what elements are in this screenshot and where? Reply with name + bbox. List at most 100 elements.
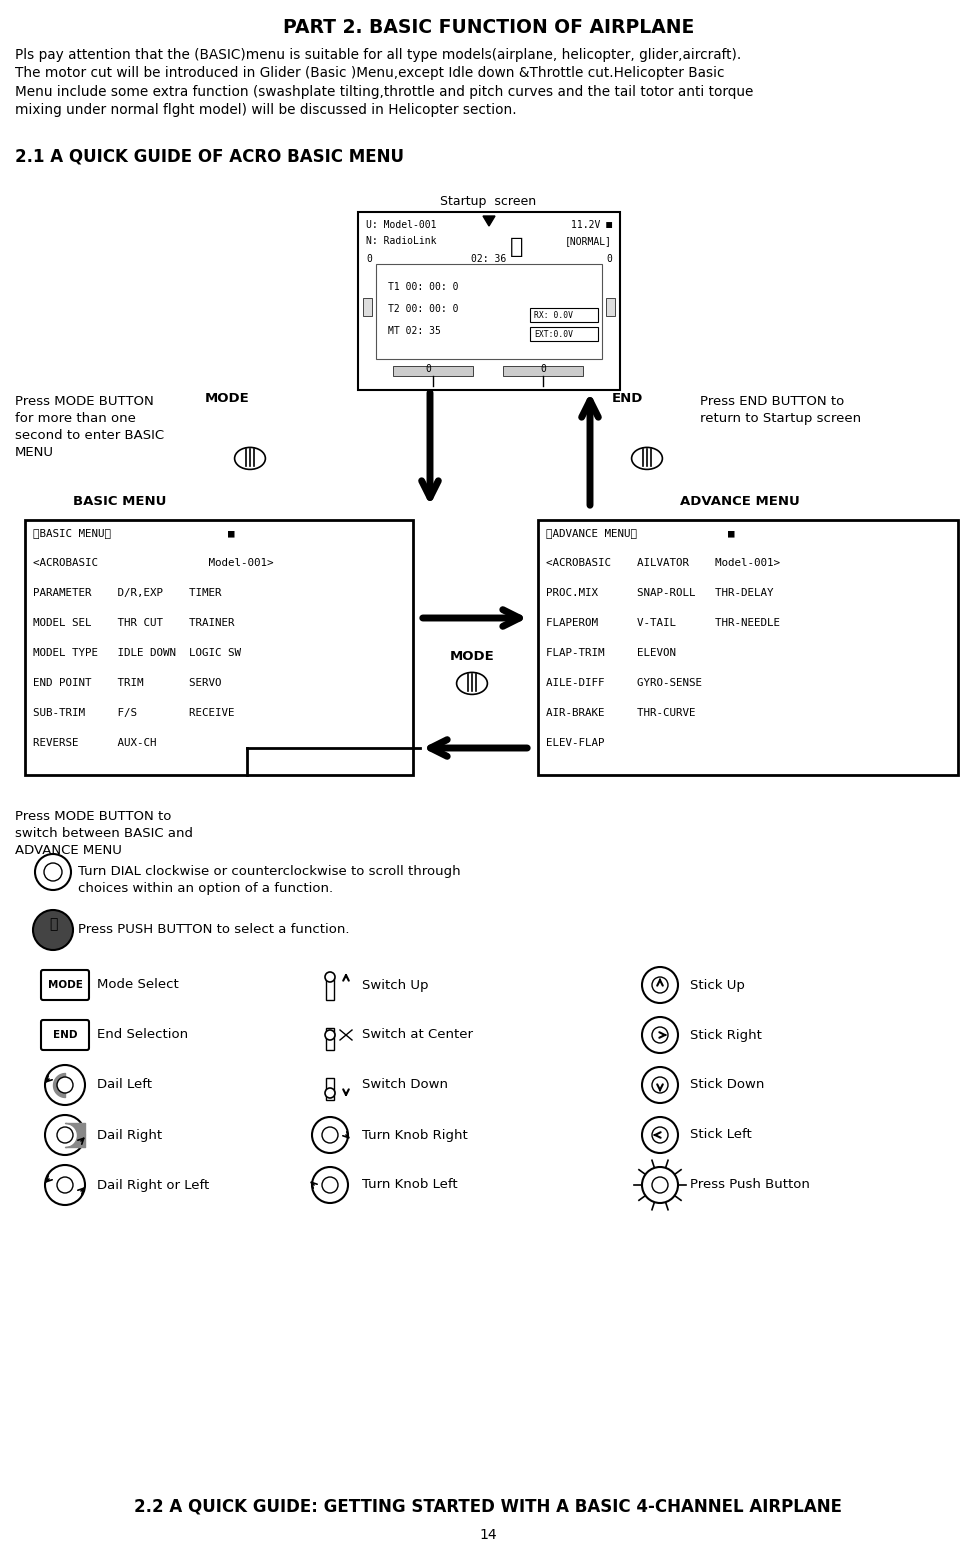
Bar bbox=[530, 308, 598, 322]
Text: <ACROBASIC    AILVATOR    Model-001>: <ACROBASIC AILVATOR Model-001> bbox=[546, 558, 780, 568]
Text: Turn DIAL clockwise or counterclockwise to scroll through
choices within an opti: Turn DIAL clockwise or counterclockwise … bbox=[78, 865, 460, 896]
Text: RX: 0.0V: RX: 0.0V bbox=[534, 311, 573, 320]
Text: MODE: MODE bbox=[48, 979, 82, 990]
Text: REVERSE      AUX-CH: REVERSE AUX-CH bbox=[33, 738, 156, 749]
Bar bbox=[530, 326, 598, 340]
Text: Stick Up: Stick Up bbox=[690, 979, 744, 992]
Bar bbox=[503, 367, 583, 376]
FancyBboxPatch shape bbox=[41, 970, 89, 999]
Text: BASIC MENU: BASIC MENU bbox=[73, 495, 167, 507]
Circle shape bbox=[652, 1077, 668, 1094]
Bar bbox=[376, 265, 602, 359]
Text: Press END BUTTON to
return to Startup screen: Press END BUTTON to return to Startup sc… bbox=[700, 394, 861, 425]
Text: 0: 0 bbox=[606, 254, 612, 265]
Circle shape bbox=[322, 1128, 338, 1143]
Circle shape bbox=[44, 863, 62, 880]
Text: <ACROBASIC                 Model-001>: <ACROBASIC Model-001> bbox=[33, 558, 274, 568]
Circle shape bbox=[652, 1027, 668, 1043]
Text: Switch Up: Switch Up bbox=[362, 979, 429, 992]
Ellipse shape bbox=[234, 447, 266, 469]
Text: 2.2 A QUICK GUIDE: GETTING STARTED WITH A BASIC 4-CHANNEL AIRPLANE: 2.2 A QUICK GUIDE: GETTING STARTED WITH … bbox=[135, 1497, 842, 1516]
Text: 🚁: 🚁 bbox=[510, 237, 524, 257]
Circle shape bbox=[45, 1115, 85, 1156]
Text: 14: 14 bbox=[480, 1528, 497, 1542]
Text: END: END bbox=[612, 391, 644, 404]
Text: U: Model-001: U: Model-001 bbox=[366, 220, 437, 231]
Text: 0: 0 bbox=[425, 364, 431, 374]
Circle shape bbox=[642, 1117, 678, 1153]
Text: [NORMAL]: [NORMAL] bbox=[565, 237, 612, 246]
Text: FLAPEROM      V-TAIL      THR-NEEDLE: FLAPEROM V-TAIL THR-NEEDLE bbox=[546, 617, 780, 628]
Circle shape bbox=[642, 1016, 678, 1054]
Bar bbox=[393, 367, 473, 376]
Text: END POINT    TRIM       SERVO: END POINT TRIM SERVO bbox=[33, 678, 222, 688]
Text: Mode Select: Mode Select bbox=[97, 979, 179, 992]
Text: 👆: 👆 bbox=[49, 917, 58, 931]
Bar bbox=[25, 520, 413, 775]
Circle shape bbox=[33, 910, 73, 950]
Circle shape bbox=[652, 978, 668, 993]
Circle shape bbox=[325, 1088, 335, 1098]
Text: T1 00: 00: 0: T1 00: 00: 0 bbox=[388, 282, 458, 292]
Text: Dail Left: Dail Left bbox=[97, 1078, 152, 1092]
Text: SUB-TRIM     F/S        RECEIVE: SUB-TRIM F/S RECEIVE bbox=[33, 709, 234, 718]
Circle shape bbox=[312, 1166, 348, 1204]
Bar bbox=[538, 520, 958, 775]
Bar bbox=[363, 299, 372, 316]
Text: Dail Right: Dail Right bbox=[97, 1128, 162, 1142]
Text: End Selection: End Selection bbox=[97, 1029, 189, 1041]
Circle shape bbox=[57, 1177, 73, 1193]
Text: Turn Knob Left: Turn Knob Left bbox=[362, 1179, 457, 1191]
Circle shape bbox=[45, 1064, 85, 1105]
Polygon shape bbox=[483, 217, 495, 226]
Text: Startup  screen: Startup screen bbox=[440, 195, 536, 207]
Text: PROC.MIX      SNAP-ROLL   THR-DELAY: PROC.MIX SNAP-ROLL THR-DELAY bbox=[546, 588, 774, 599]
Circle shape bbox=[642, 1067, 678, 1103]
Text: 11.2V ■: 11.2V ■ bbox=[571, 220, 612, 231]
Text: Press PUSH BUTTON to select a function.: Press PUSH BUTTON to select a function. bbox=[78, 924, 350, 936]
Text: AIR-BRAKE     THR-CURVE: AIR-BRAKE THR-CURVE bbox=[546, 709, 696, 718]
Text: MT 02: 35: MT 02: 35 bbox=[388, 326, 441, 336]
Text: 2.1 A QUICK GUIDE OF ACRO BASIC MENU: 2.1 A QUICK GUIDE OF ACRO BASIC MENU bbox=[15, 149, 404, 166]
Text: Switch Down: Switch Down bbox=[362, 1078, 448, 1092]
Text: Press MODE BUTTON
for more than one
second to enter BASIC
MENU: Press MODE BUTTON for more than one seco… bbox=[15, 394, 164, 459]
Text: 0: 0 bbox=[366, 254, 372, 265]
Circle shape bbox=[45, 1165, 85, 1205]
Text: END: END bbox=[53, 1030, 77, 1040]
Text: EXT:0.0V: EXT:0.0V bbox=[534, 330, 573, 339]
Text: ELEV-FLAP: ELEV-FLAP bbox=[546, 738, 605, 749]
Text: ADVANCE MENU: ADVANCE MENU bbox=[680, 495, 800, 507]
Circle shape bbox=[57, 1128, 73, 1143]
Text: Press Push Button: Press Push Button bbox=[690, 1179, 810, 1191]
Text: Turn Knob Right: Turn Knob Right bbox=[362, 1128, 468, 1142]
Text: Stick Down: Stick Down bbox=[690, 1078, 764, 1092]
FancyBboxPatch shape bbox=[41, 1019, 89, 1050]
Text: Press MODE BUTTON to
switch between BASIC and
ADVANCE MENU: Press MODE BUTTON to switch between BASI… bbox=[15, 811, 193, 857]
Bar bbox=[326, 978, 334, 999]
Circle shape bbox=[325, 972, 335, 982]
Circle shape bbox=[642, 967, 678, 1002]
Bar bbox=[326, 1078, 334, 1100]
Circle shape bbox=[325, 1030, 335, 1040]
Text: Dail Right or Left: Dail Right or Left bbox=[97, 1179, 209, 1191]
Ellipse shape bbox=[631, 447, 662, 469]
Text: MODE: MODE bbox=[449, 650, 494, 664]
Bar bbox=[606, 299, 615, 316]
Ellipse shape bbox=[456, 673, 488, 695]
Text: MODEL SEL    THR CUT    TRAINER: MODEL SEL THR CUT TRAINER bbox=[33, 617, 234, 628]
Circle shape bbox=[322, 1177, 338, 1193]
Circle shape bbox=[312, 1117, 348, 1153]
Text: Stick Right: Stick Right bbox=[690, 1029, 762, 1041]
Circle shape bbox=[35, 854, 71, 890]
Text: Stick Left: Stick Left bbox=[690, 1128, 751, 1142]
Circle shape bbox=[652, 1128, 668, 1143]
Text: PARAMETER    D/R,EXP    TIMER: PARAMETER D/R,EXP TIMER bbox=[33, 588, 222, 599]
Circle shape bbox=[642, 1166, 678, 1204]
Text: MODE: MODE bbox=[205, 391, 250, 404]
Text: FLAP-TRIM     ELEVON: FLAP-TRIM ELEVON bbox=[546, 648, 676, 657]
Text: 02: 36: 02: 36 bbox=[471, 254, 507, 265]
Circle shape bbox=[652, 1177, 668, 1193]
Bar bbox=[326, 1029, 334, 1050]
Text: T2 00: 00: 0: T2 00: 00: 0 bbox=[388, 305, 458, 314]
Circle shape bbox=[57, 1077, 73, 1094]
